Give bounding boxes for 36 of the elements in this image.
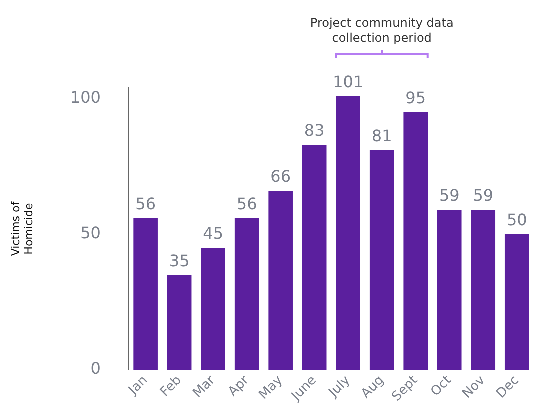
y-tick-label: 50 [80, 224, 101, 243]
data-label: 45 [203, 224, 224, 244]
data-label: 35 [169, 251, 190, 270]
bar [167, 275, 192, 370]
bar [404, 112, 428, 370]
y-axis-title: Victims of Homicide [9, 200, 36, 256]
data-label: 83 [304, 121, 325, 140]
bar [336, 96, 360, 370]
data-label: 66 [270, 167, 292, 186]
bar [471, 210, 496, 370]
bar [268, 191, 293, 370]
data-label: 59 [439, 186, 460, 206]
bar [302, 144, 327, 370]
x-tick-label: Jan [126, 373, 152, 399]
y-tick-label: 100 [70, 88, 101, 108]
data-label: 59 [473, 186, 494, 206]
bar [504, 234, 530, 370]
data-label: 50 [506, 210, 528, 230]
y-tick-label: 0 [90, 359, 101, 378]
bar [370, 150, 394, 370]
data-label: 95 [406, 88, 426, 108]
x-tick-label: Nov [460, 372, 489, 402]
data-label: 56 [136, 194, 156, 214]
x-tick-label: Oct [428, 373, 455, 400]
bar [134, 218, 158, 370]
data-label: 56 [236, 194, 258, 214]
x-tick-label: Mar [190, 372, 219, 402]
x-tick-label: Feb [158, 373, 185, 400]
bar [234, 218, 260, 370]
annotation: Project community data collection period [310, 16, 454, 45]
data-label: 81 [372, 126, 392, 146]
x-tick-label: Dec [494, 373, 522, 402]
data-label: 101 [333, 72, 364, 92]
bar [437, 210, 462, 370]
bar [201, 248, 226, 370]
x-tick-label: Apr [226, 372, 253, 400]
